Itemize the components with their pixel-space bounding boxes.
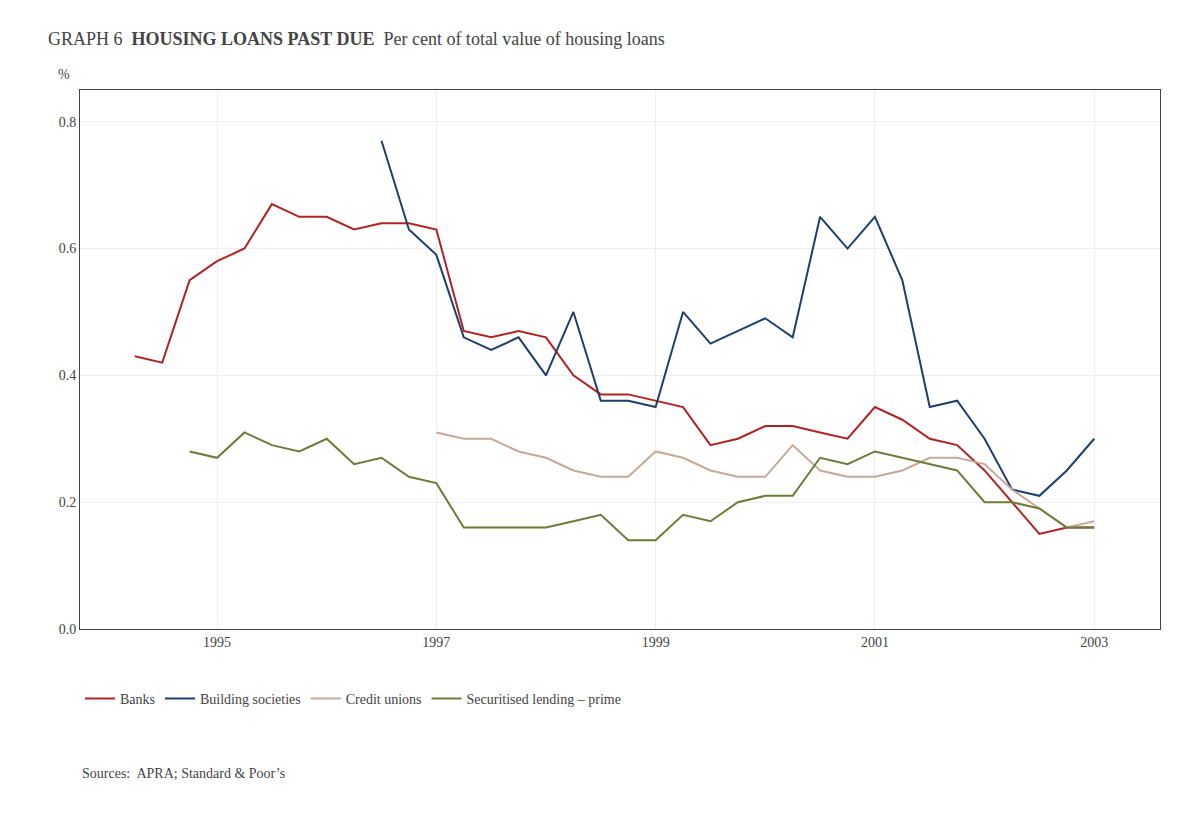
svg-text:%: % [58, 67, 70, 82]
svg-text:2001: 2001 [861, 635, 889, 650]
svg-text:0.6: 0.6 [59, 241, 77, 256]
svg-text:0.2: 0.2 [59, 495, 77, 510]
svg-text:1999: 1999 [642, 635, 670, 650]
svg-text:0.0: 0.0 [59, 622, 77, 637]
svg-text:Credit unions: Credit unions [346, 692, 422, 707]
svg-text:Securitised lending – prime: Securitised lending – prime [467, 692, 621, 707]
svg-text:0.4: 0.4 [59, 368, 77, 383]
svg-text:Sources: APRA; Standard & Poo: Sources: APRA; Standard & Poor’s [82, 766, 285, 781]
svg-text:0.8: 0.8 [59, 115, 77, 130]
svg-text:Building societies: Building societies [200, 692, 301, 707]
svg-text:1995: 1995 [203, 635, 231, 650]
svg-text:2003: 2003 [1080, 635, 1108, 650]
svg-text:1997: 1997 [422, 635, 450, 650]
svg-text:GRAPH 6 HOUSING LOANS PAST DU: GRAPH 6 HOUSING LOANS PAST DUE Per cent … [48, 29, 665, 49]
svg-text:Banks: Banks [120, 692, 155, 707]
